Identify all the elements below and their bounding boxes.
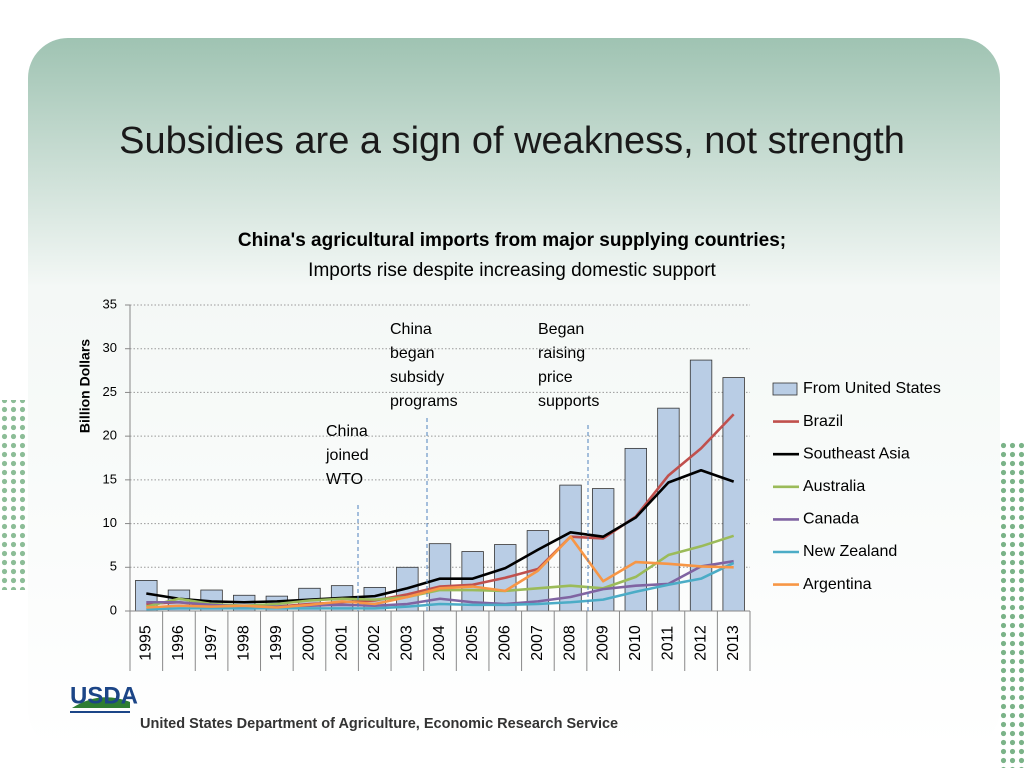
bar xyxy=(689,359,713,612)
x-tick-label: 1998 xyxy=(235,625,252,661)
annotation: China began subsidy programs xyxy=(390,321,458,410)
x-tick-label: 2002 xyxy=(366,625,383,661)
x-tick-label: 1996 xyxy=(170,625,187,661)
x-tick-label: 2007 xyxy=(529,625,546,661)
x-tick-label: 2011 xyxy=(660,626,677,661)
chart: 0 5 10 15 20 25 30 35 1995 1996 1997 1998 1999 2000 20… xyxy=(103,296,941,671)
slide-background xyxy=(28,38,1000,750)
legend-label: Australia xyxy=(803,478,865,495)
chart-title: China's agricultural imports from major … xyxy=(238,230,786,251)
x-tick-label: 2012 xyxy=(692,625,709,661)
decoration xyxy=(0,400,28,590)
y-tick-label: 0 xyxy=(110,602,117,617)
x-tick-label: 2001 xyxy=(333,625,350,661)
annotation: Began raising price supports xyxy=(538,321,600,410)
y-tick-label: 5 xyxy=(110,559,117,574)
legend-label: Canada xyxy=(803,511,859,528)
decoration xyxy=(1000,440,1024,768)
x-tick-label: 2004 xyxy=(431,625,448,661)
x-tick-label: 2008 xyxy=(562,625,579,661)
line xyxy=(146,468,735,604)
line xyxy=(146,561,735,611)
y-tick-label: 10 xyxy=(103,515,117,530)
x-tick-label: 2003 xyxy=(399,625,416,661)
annotation: China joined WTO xyxy=(326,423,369,488)
y-tick-label: 15 xyxy=(103,471,117,486)
x-tick-label: 1999 xyxy=(268,625,285,661)
legend-swatch xyxy=(772,382,798,396)
legend-label: New Zealand xyxy=(803,543,897,560)
x-tick-label: 1995 xyxy=(138,625,155,661)
line xyxy=(146,535,734,609)
legend-label: Southeast Asia xyxy=(803,445,910,462)
logo: USDA xyxy=(70,682,138,709)
y-tick-label: 25 xyxy=(103,384,117,399)
footer: United States Department of Agriculture,… xyxy=(140,716,618,732)
y-tick-label: 20 xyxy=(103,428,117,443)
x-tick-label: 1997 xyxy=(203,625,220,661)
legend-label: Brazil xyxy=(803,413,843,430)
x-tick-label: 2013 xyxy=(725,625,742,661)
x-tick-label: 2000 xyxy=(301,625,318,661)
chart-subtitle: Imports rise despite increasing domestic… xyxy=(308,260,716,281)
slide-title: Subsidies are a sign of weakness, not st… xyxy=(119,120,905,162)
bar xyxy=(722,377,745,612)
logo-swoosh xyxy=(72,697,130,708)
y-tick-label: 30 xyxy=(103,340,117,355)
x-tick-label: 2005 xyxy=(464,625,481,661)
y-tick-label: 35 xyxy=(103,296,117,311)
legend-label: From United States xyxy=(803,380,941,397)
y-axis-label: Billion Dollars xyxy=(77,339,93,433)
x-tick-label: 2009 xyxy=(594,625,611,661)
x-tick-label: 2006 xyxy=(496,625,513,661)
bar xyxy=(591,488,615,612)
legend-label: Argentina xyxy=(803,576,872,593)
x-tick-label: 2010 xyxy=(627,625,644,661)
